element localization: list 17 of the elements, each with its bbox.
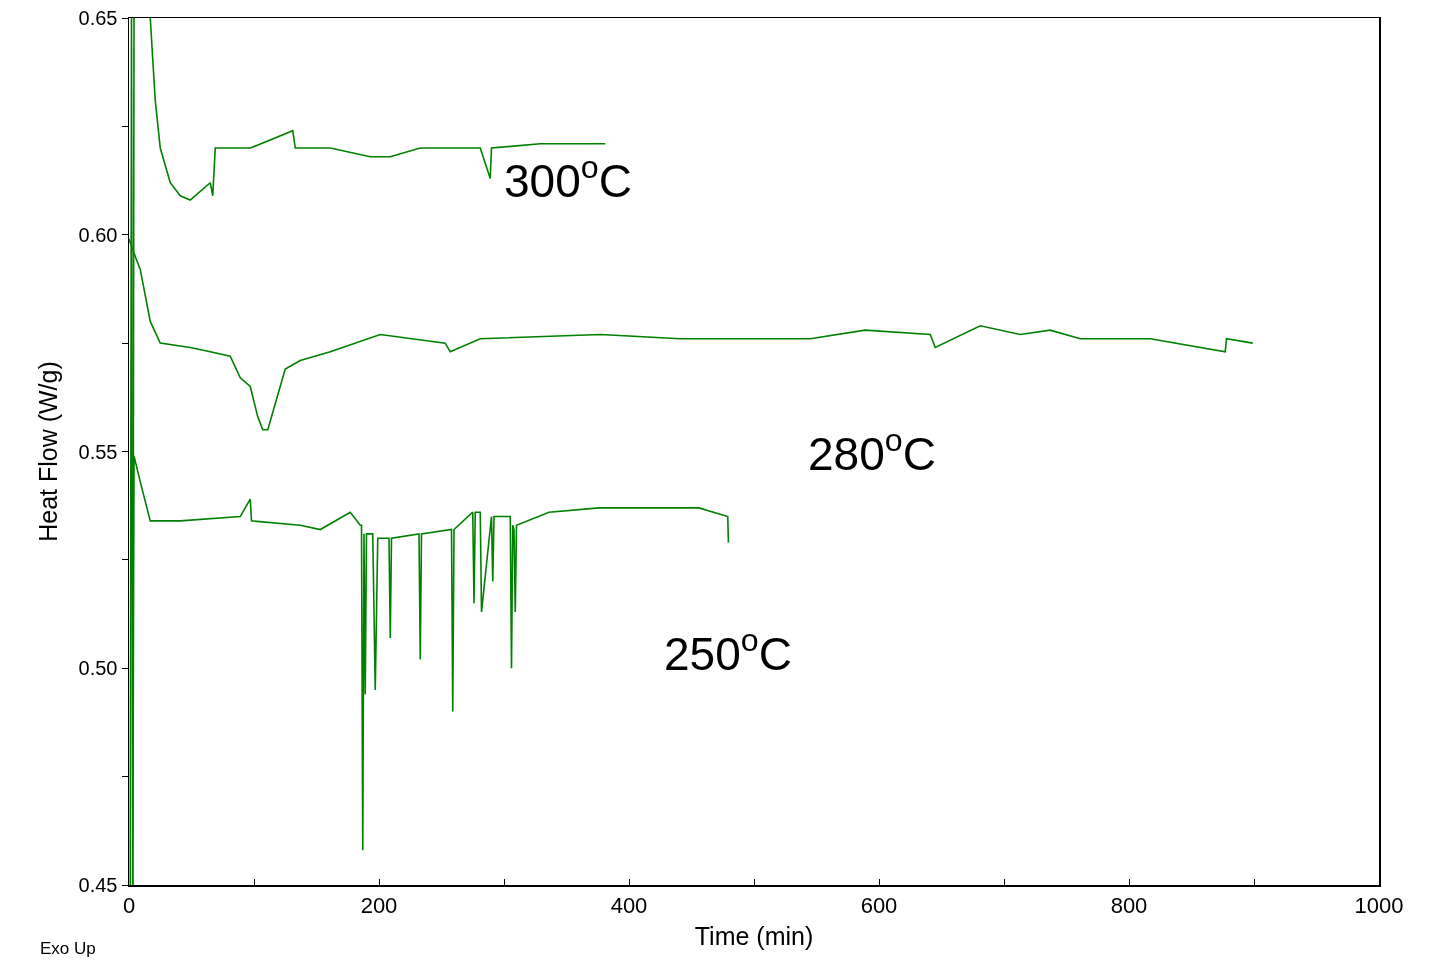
x-tick-label: 1000 bbox=[1354, 892, 1404, 918]
text: 250$^{o}$C bbox=[664, 622, 792, 681]
series-label: 280$^{o}$C bbox=[808, 422, 936, 481]
y-tick-label: 0.65 bbox=[78, 7, 118, 29]
x-tick-label: 200 bbox=[360, 892, 398, 918]
y-axis-title: Heat Flow (W/g) bbox=[33, 361, 62, 542]
y-tick-label: 0.45 bbox=[78, 874, 118, 896]
text: Exo Up bbox=[40, 939, 96, 958]
x-tick-label: 400 bbox=[610, 892, 648, 918]
x-tick-label: 600 bbox=[860, 892, 898, 918]
x-axis-title: Time (min) bbox=[694, 921, 814, 950]
series-label: 300$^{o}$C bbox=[504, 149, 632, 208]
y-tick-label: 0.60 bbox=[78, 223, 118, 246]
y-tick-label: 0.55 bbox=[78, 440, 118, 463]
x-tick-label: 0 bbox=[122, 892, 136, 918]
y-tick-label: 0.50 bbox=[78, 657, 118, 680]
x-tick-label: 800 bbox=[1110, 892, 1148, 918]
